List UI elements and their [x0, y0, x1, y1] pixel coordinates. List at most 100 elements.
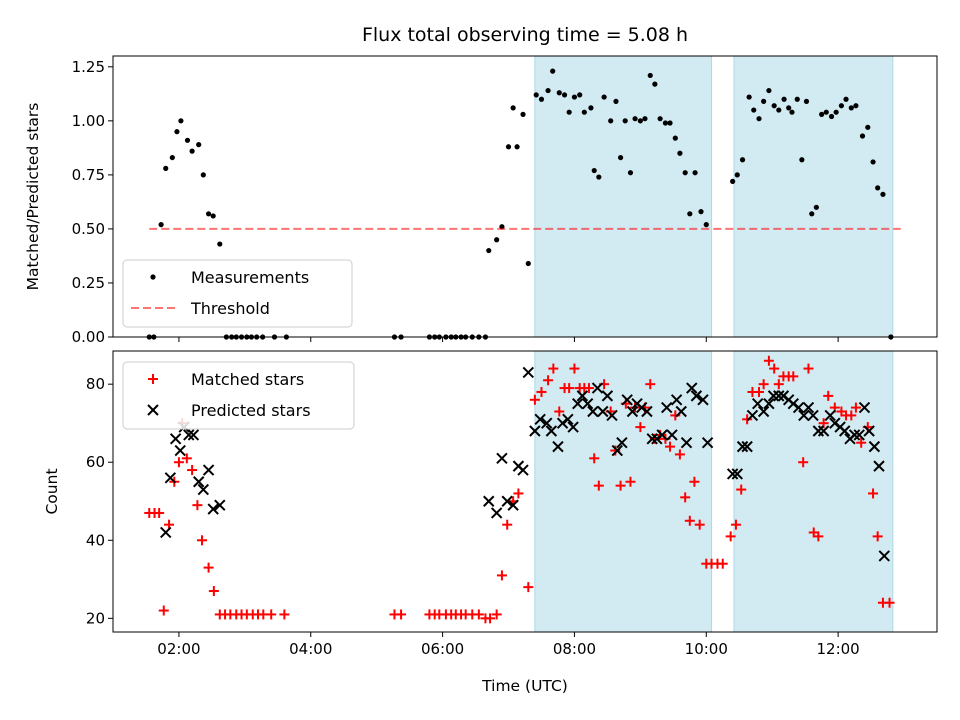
- predicted-star-point: [690, 390, 703, 402]
- matched-star-point: [554, 406, 565, 417]
- top-shaded-regions: [534, 55, 894, 338]
- measurement-point: [577, 92, 583, 98]
- predicted-star-point: [686, 382, 698, 394]
- measurement-point: [730, 178, 736, 184]
- predicted-star-point: [164, 472, 177, 484]
- matched-star-point: [523, 582, 534, 593]
- matched-star-point: [203, 562, 214, 573]
- predicted-star-point: [853, 429, 865, 441]
- measurement-point: [163, 165, 169, 171]
- matched-star-point: [513, 488, 524, 499]
- predicted-star-point: [601, 390, 614, 402]
- predicted-star-point: [757, 405, 770, 418]
- predicted-star-point: [792, 401, 805, 414]
- measurement-point: [771, 103, 777, 109]
- measurement-point: [608, 118, 614, 124]
- measurement-point: [859, 133, 866, 139]
- measurement-point: [833, 109, 839, 115]
- measurement-point: [178, 118, 184, 124]
- measurement-point: [746, 94, 752, 100]
- y-tick-label: 0.00: [72, 328, 105, 346]
- predicted-star-point: [517, 464, 529, 476]
- predicted-star-point: [817, 425, 830, 437]
- top-axes-frame: [112, 55, 938, 338]
- measurement-point: [591, 167, 597, 174]
- matched-star-point: [856, 437, 867, 448]
- matched-star-point: [485, 613, 496, 624]
- y-tick-label: 0.25: [72, 274, 105, 292]
- measurement-point: [865, 124, 871, 130]
- matched-star-point: [502, 519, 513, 530]
- legend-box: [122, 361, 355, 430]
- predicted-star-point: [541, 417, 553, 429]
- predicted-star-point: [202, 464, 215, 476]
- predicted-star-point: [626, 405, 639, 418]
- matched-star-point: [266, 609, 277, 620]
- legend-box: [122, 259, 353, 328]
- measurement-point: [692, 170, 698, 176]
- matched-star-point: [872, 531, 883, 542]
- measurement-point: [184, 137, 191, 143]
- predicted-star-point: [587, 405, 599, 418]
- matched-star-point: [208, 586, 219, 597]
- x-tick-label: 02:00: [157, 640, 200, 658]
- predicted-star-point: [197, 483, 210, 496]
- measurement-point: [514, 144, 520, 150]
- measurement-point: [657, 116, 663, 122]
- predicted-star-point: [616, 437, 628, 449]
- y-tick-label: 1.00: [72, 112, 105, 130]
- bottom-panel: 20 40 60 80 02:00 04:00 06:00 08:00 10:00 12:00 C…: [43, 350, 938, 695]
- matched-star-point: [684, 515, 695, 526]
- measurement-point: [828, 113, 835, 120]
- matched-star-point: [674, 449, 685, 460]
- predicted-star-point: [646, 433, 658, 445]
- predicted-star-point: [868, 440, 881, 453]
- predicted-star-point: [529, 425, 541, 437]
- predicted-star-point: [731, 468, 743, 480]
- matched-star-point: [680, 492, 691, 503]
- matched-star-point: [773, 379, 784, 390]
- matched-star-point: [536, 386, 547, 397]
- bottom-series-marks: [144, 355, 895, 624]
- measurement-point: [662, 120, 669, 126]
- predicted-star-point: [621, 394, 633, 406]
- measurement-point: [561, 92, 568, 98]
- predicted-star-point: [562, 413, 574, 426]
- legend-marker-measurements: [150, 274, 156, 280]
- measurement-point: [617, 154, 624, 161]
- predicted-star-point: [174, 444, 186, 457]
- matched-star-point: [625, 476, 636, 487]
- bottom-shaded-regions: [534, 350, 894, 633]
- predicted-star-point: [545, 425, 558, 437]
- matched-star-point: [754, 386, 765, 397]
- predicted-star-point: [873, 460, 885, 472]
- matched-star-point: [736, 484, 747, 495]
- predicted-star-point: [183, 429, 195, 441]
- predicted-star-point: [606, 409, 618, 422]
- matched-star-point: [589, 453, 600, 464]
- matched-star-point: [798, 457, 809, 468]
- measurement-point: [571, 94, 578, 100]
- y-tick-label: 0.50: [72, 220, 105, 238]
- measurement-point: [682, 170, 688, 176]
- matched-star-point: [788, 371, 799, 382]
- predicted-star-point: [572, 397, 584, 410]
- predicted-star-point: [751, 397, 764, 410]
- predicted-star-point: [741, 440, 753, 453]
- x-tick-label: 12:00: [817, 640, 860, 658]
- measurement-point: [698, 209, 704, 215]
- measurement-point: [838, 103, 845, 109]
- measurement-point: [823, 109, 829, 115]
- measurement-point: [581, 109, 587, 115]
- predicted-star-point: [490, 507, 503, 519]
- top-axis-ticks: 0.00 0.25 0.50 0.75 1.00 1.25: [72, 58, 839, 346]
- measurement-point: [703, 222, 709, 228]
- measurement-point: [687, 211, 693, 217]
- matched-star-point: [491, 609, 502, 620]
- matched-star-point: [813, 531, 824, 542]
- measurement-point: [545, 87, 551, 94]
- matched-star-point: [846, 410, 857, 421]
- predicted-star-point: [670, 394, 683, 406]
- measurement-point: [622, 118, 628, 124]
